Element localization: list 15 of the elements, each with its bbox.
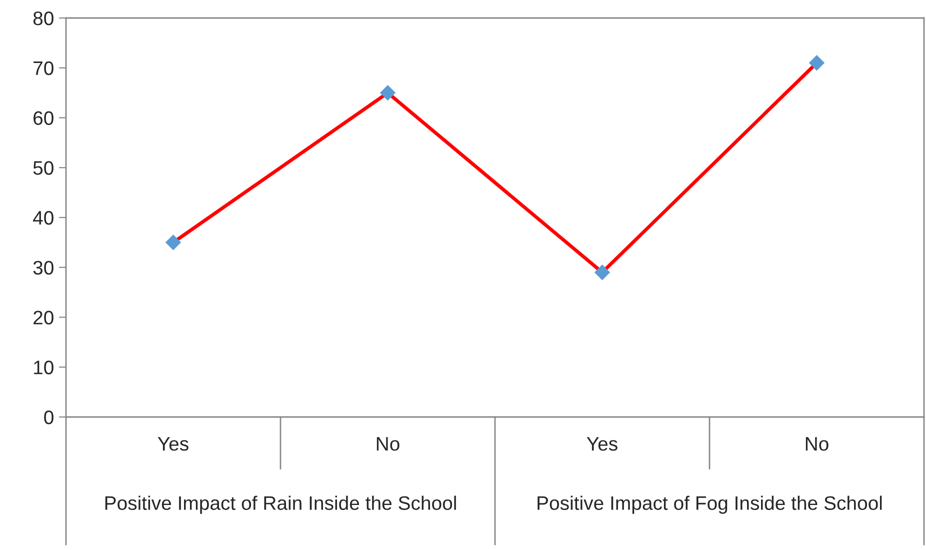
y-tick-label: 20 xyxy=(34,310,54,324)
y-tick-label: 10 xyxy=(34,360,54,374)
y-tick-label: 0 xyxy=(44,410,54,424)
y-tick-label: 70 xyxy=(34,61,54,76)
x-tick-label: Yes xyxy=(586,437,618,451)
x-tick-label: No xyxy=(806,437,828,451)
x-tick-label: Yes xyxy=(158,437,188,451)
text: Positive Impact of Rain Inside the School xyxy=(105,496,456,514)
text: Positive Impact of Fog Inside the School xyxy=(538,496,882,514)
y-tick-label: 50 xyxy=(33,161,54,175)
x-tick-label: No xyxy=(376,437,400,451)
y-tick-label: 60 xyxy=(34,111,54,125)
y-tick-label: 80 xyxy=(33,11,54,26)
y-tick-label: 30 xyxy=(33,260,54,275)
y-tick-label: 40 xyxy=(33,210,54,225)
